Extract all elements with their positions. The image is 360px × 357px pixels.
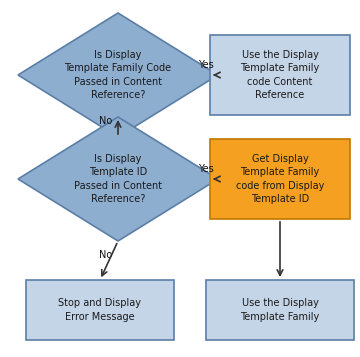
Text: Is Display
Template Family Code
Passed in Content
Reference?: Is Display Template Family Code Passed i… [64,50,172,100]
Text: Stop and Display
Error Message: Stop and Display Error Message [58,298,141,322]
FancyBboxPatch shape [210,139,350,219]
Text: No: No [99,116,113,126]
Text: Use the Display
Template Family
code Content
Reference: Use the Display Template Family code Con… [240,50,320,100]
FancyBboxPatch shape [206,280,354,340]
Text: Yes: Yes [198,60,214,70]
Text: Get Display
Template Family
code from Display
Template ID: Get Display Template Family code from Di… [236,154,324,204]
Text: Use the Display
Template Family: Use the Display Template Family [240,298,320,322]
Text: Is Display
Template ID
Passed in Content
Reference?: Is Display Template ID Passed in Content… [74,154,162,204]
Polygon shape [18,13,218,137]
FancyBboxPatch shape [210,35,350,115]
Text: No: No [99,250,113,260]
FancyBboxPatch shape [26,280,174,340]
Text: Yes: Yes [198,164,214,174]
Polygon shape [18,117,218,241]
